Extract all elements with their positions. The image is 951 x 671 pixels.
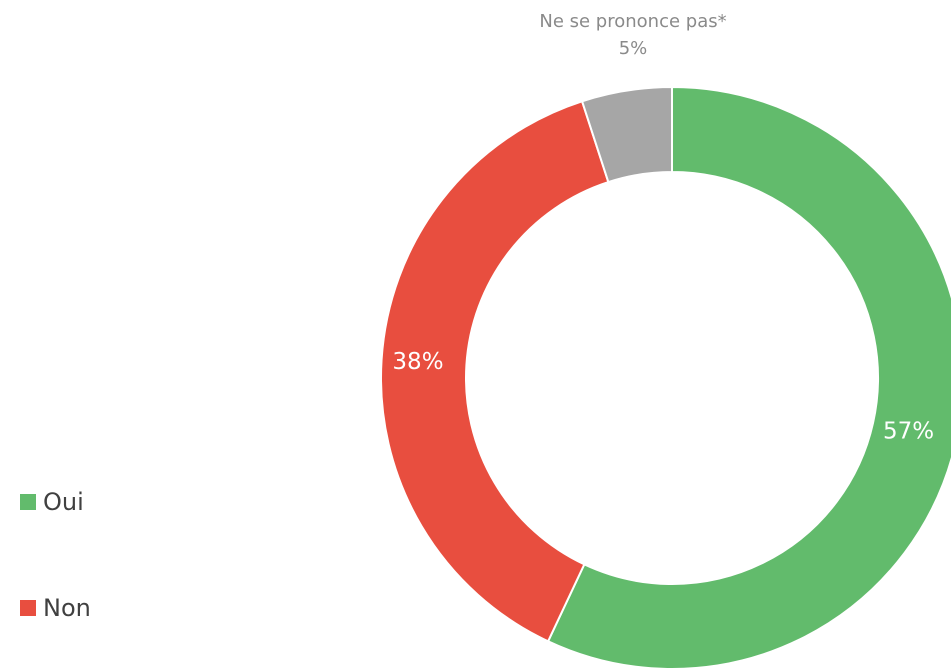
donut-slice [380,99,610,643]
legend-swatch [20,600,36,616]
data-label: 38% [392,349,443,375]
legend-swatch [20,494,36,510]
outside-data-label: 5% [619,38,648,59]
outside-category-label: Ne se prononce pas* [539,11,726,32]
data-label: 57% [883,419,934,445]
legend-label: Oui [43,488,84,516]
legend-label: Non [43,594,91,622]
donut-slice [580,85,673,184]
donut-slice [546,85,951,670]
